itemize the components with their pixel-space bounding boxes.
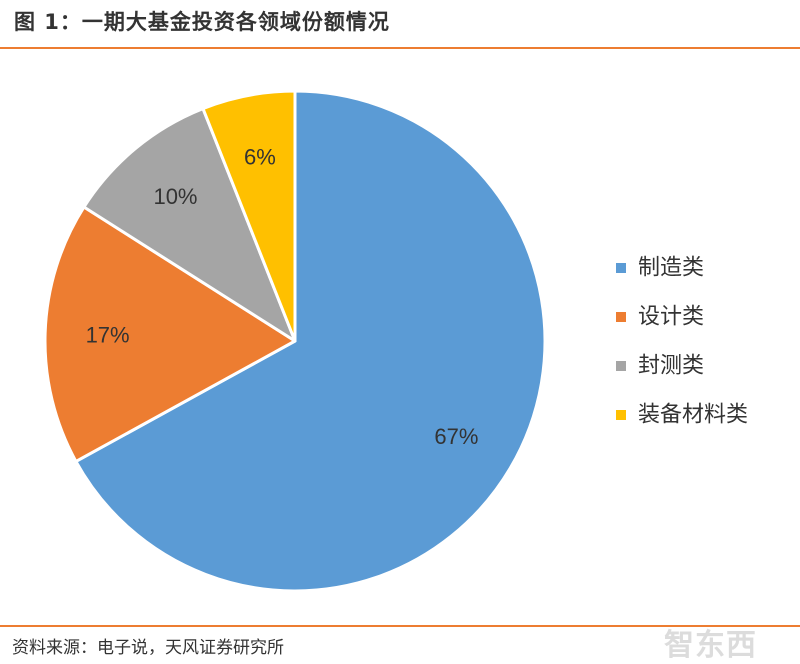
legend-swatch-packaging-testing bbox=[616, 361, 626, 371]
watermark-logo: 智东西 bbox=[664, 628, 757, 663]
legend-swatch-equipment-materials bbox=[616, 410, 626, 420]
legend-label-manufacturing: 制造类 bbox=[638, 256, 704, 281]
pie-slice-equipment-materials bbox=[201, 89, 297, 343]
figure-title: 图 1：一期大基金投资各领域份额情况 bbox=[14, 10, 390, 34]
slice-label-design: 17% bbox=[86, 323, 130, 348]
pie-slice-design bbox=[43, 205, 297, 463]
pie-slices bbox=[43, 89, 547, 593]
slice-labels: 67% 17% 10% 6% bbox=[86, 144, 479, 449]
pie-slice-manufacturing bbox=[74, 89, 547, 593]
title-divider bbox=[0, 47, 800, 49]
legend-label-design: 设计类 bbox=[638, 305, 704, 330]
slice-label-packaging-testing: 10% bbox=[153, 184, 197, 209]
legend-swatch-design bbox=[616, 312, 626, 322]
legend-label-equipment-materials: 装备材料类 bbox=[638, 403, 748, 428]
source-divider bbox=[0, 625, 800, 627]
pie-slice-packaging-testing bbox=[82, 107, 297, 343]
legend-label-packaging-testing: 封测类 bbox=[638, 354, 704, 379]
slice-label-equipment-materials: 6% bbox=[244, 144, 276, 169]
legend-swatch-manufacturing bbox=[616, 263, 626, 273]
source-note: 资料来源：电子说，天风证券研究所 bbox=[12, 638, 284, 658]
slice-label-manufacturing: 67% bbox=[434, 424, 478, 449]
